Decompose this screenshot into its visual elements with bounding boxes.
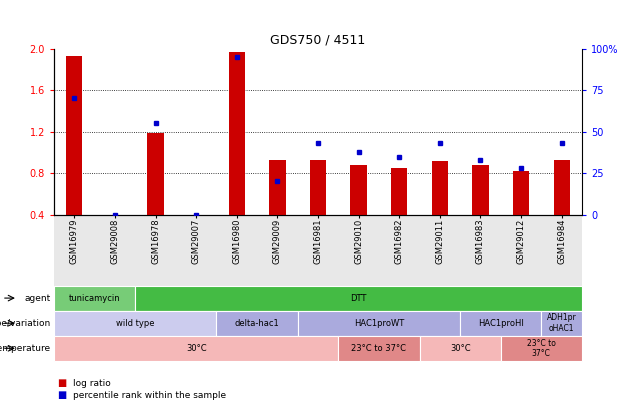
Bar xyxy=(473,165,488,215)
Bar xyxy=(513,171,529,215)
Text: agent: agent xyxy=(25,294,51,303)
Text: percentile rank within the sample: percentile rank within the sample xyxy=(73,391,226,400)
Text: ■: ■ xyxy=(57,390,67,400)
Text: tunicamycin: tunicamycin xyxy=(69,294,120,303)
Text: delta-hac1: delta-hac1 xyxy=(235,319,279,328)
Text: ■: ■ xyxy=(57,378,67,388)
Text: temperature: temperature xyxy=(0,344,51,353)
Bar xyxy=(553,160,570,215)
Text: 23°C to 37°C: 23°C to 37°C xyxy=(352,344,406,353)
Bar xyxy=(391,168,407,215)
Bar xyxy=(66,56,83,215)
Text: ADH1pr
oHAC1: ADH1pr oHAC1 xyxy=(547,313,576,333)
Text: 23°C to
37°C: 23°C to 37°C xyxy=(527,339,556,358)
Text: log ratio: log ratio xyxy=(73,379,111,388)
Bar xyxy=(269,160,286,215)
Text: HAC1proWT: HAC1proWT xyxy=(354,319,404,328)
Bar xyxy=(229,52,245,215)
Text: DTT: DTT xyxy=(350,294,367,303)
Bar xyxy=(432,161,448,215)
Text: HAC1proHI: HAC1proHI xyxy=(478,319,523,328)
Text: 30°C: 30°C xyxy=(186,344,207,353)
Bar xyxy=(350,165,367,215)
Bar xyxy=(310,160,326,215)
Bar xyxy=(148,133,163,215)
Text: genotype/variation: genotype/variation xyxy=(0,319,51,328)
Text: 30°C: 30°C xyxy=(450,344,471,353)
Text: wild type: wild type xyxy=(116,319,155,328)
Title: GDS750 / 4511: GDS750 / 4511 xyxy=(270,33,366,46)
